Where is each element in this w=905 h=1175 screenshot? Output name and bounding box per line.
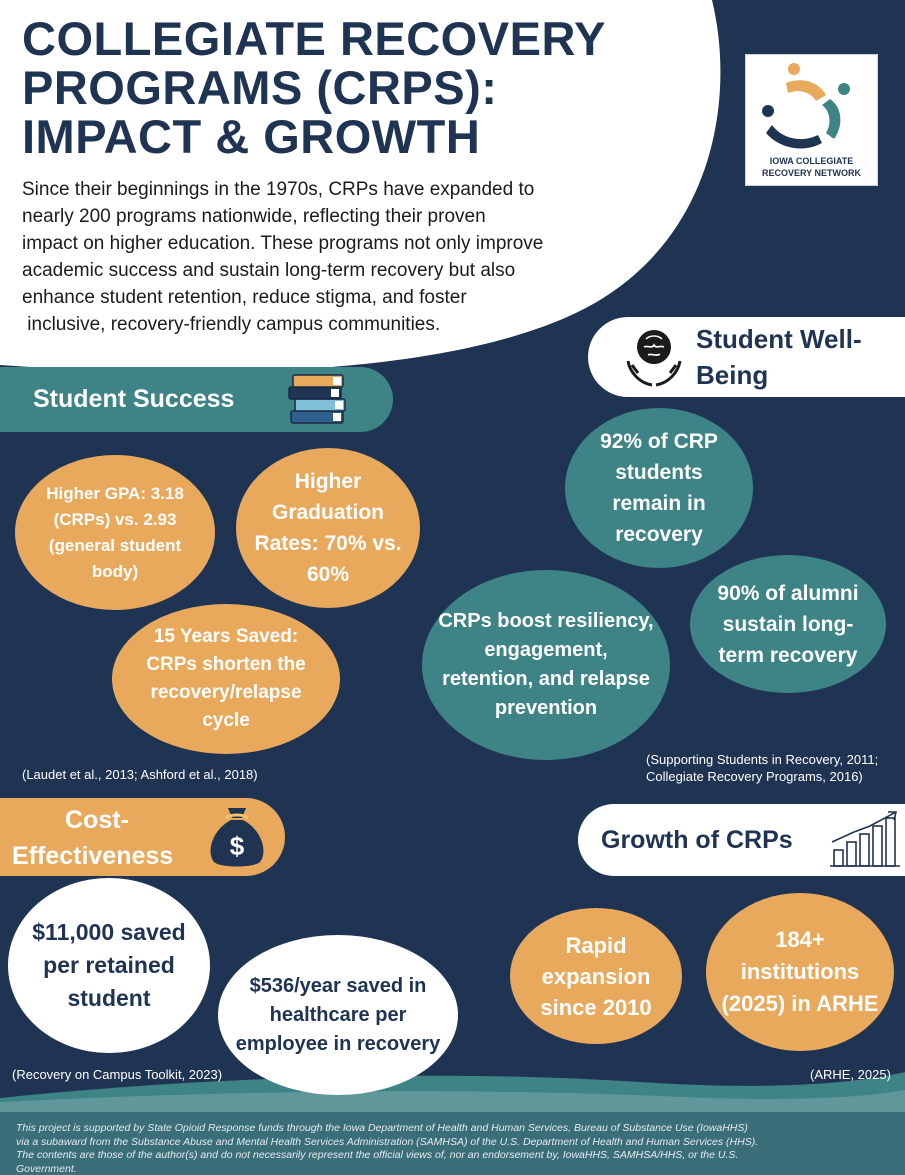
growth-chart-icon (830, 811, 900, 867)
logo-figures-icon (762, 63, 850, 149)
stat-circle-graduation: Higher Graduation Rates: 70% vs. 60% (236, 448, 420, 608)
funding-disclaimer: This project is supported by State Opioi… (16, 1122, 896, 1175)
intro-line: impact on higher education. These progra… (22, 233, 544, 254)
citation-line: Collegiate Recovery Programs, 2016) (646, 769, 863, 784)
stat-circle-years-saved: 15 Years Saved: CRPs shorten the recover… (112, 604, 340, 754)
stat-circle-remain-recovery: 92% of CRP students remain in recovery (565, 408, 753, 568)
section-heading-text: Growth of CRPs (601, 825, 793, 854)
logo-line: RECOVERY NETWORK (761, 168, 861, 178)
cost-effectiveness-heading: Cost- Effectiveness $ (0, 798, 285, 876)
stat-text: $536/year saved in healthcare per employ… (235, 974, 441, 1055)
title-line: PROGRAMS (CRPS): (22, 61, 498, 114)
books-icon (288, 374, 346, 424)
section-heading-text: Student Well- Being (696, 321, 862, 393)
stat-text: Higher Graduation Rates: 70% vs. 60% (254, 470, 402, 586)
footer-line: via a subaward from the Substance Abuse … (16, 1135, 759, 1148)
stat-circle-resiliency: CRPs boost resiliency, engagement, reten… (422, 570, 670, 760)
heading-line: Being (696, 360, 769, 390)
student-wellbeing-heading: Student Well- Being (588, 317, 905, 397)
footer-band (0, 1112, 905, 1175)
intro-line: nearly 200 programs nationwide, reflecti… (22, 206, 486, 227)
logo-text: IOWA COLLEGIATE RECOVERY NETWORK (746, 155, 877, 179)
intro-paragraph: Since their beginnings in the 1970s, CRP… (22, 176, 632, 338)
intro-line: inclusive, recovery-friendly campus comm… (22, 314, 441, 335)
stat-text: $11,000 saved per retained student (32, 919, 186, 1011)
heading-line: Effectiveness (12, 842, 174, 870)
section-heading-text: Cost- Effectiveness (12, 802, 173, 874)
logo-line: IOWA COLLEGIATE (769, 156, 854, 166)
money-bag-icon: $ (210, 808, 264, 867)
intro-line: enhance student retention, reduce stigma… (22, 287, 467, 308)
logo: IOWA COLLEGIATE RECOVERY NETWORK (745, 54, 878, 186)
stat-text: Rapid expansion since 2010 (540, 932, 652, 1020)
stat-circle-rapid-expansion: Rapid expansion since 2010 (510, 908, 682, 1044)
stat-text: Higher GPA: 3.18 (CRPs) vs. 2.93 (genera… (46, 483, 184, 581)
brain-in-hands-icon (626, 330, 682, 387)
stat-text: 15 Years Saved: CRPs shorten the recover… (146, 626, 306, 731)
footer-line: Government. (16, 1162, 77, 1175)
stat-circle-retained-student: $11,000 saved per retained student (8, 878, 210, 1053)
stat-circle-healthcare: $536/year saved in healthcare per employ… (218, 935, 458, 1095)
footer-line: The contents are those of the author(s) … (16, 1149, 739, 1161)
growth-heading: Growth of CRPs (578, 804, 905, 876)
stat-text: 184+ institutions (2025) in ARHE (721, 927, 879, 1016)
page-title: COLLEGIATE RECOVERY PROGRAMS (CRPS): IMP… (22, 14, 642, 161)
citation: (Laudet et al., 2013; Ashford et al., 20… (22, 767, 258, 782)
heading-line: Student Well- (696, 324, 862, 354)
citation: (Supporting Students in Recovery, 2011; … (646, 751, 878, 785)
stat-circle-institutions: 184+ institutions (2025) in ARHE (706, 893, 894, 1051)
stat-text: 90% of alumni sustain long-term recovery (717, 581, 859, 667)
title-line: IMPACT & GROWTH (22, 110, 481, 163)
citation: (Recovery on Campus Toolkit, 2023) (12, 1067, 223, 1082)
svg-text:$: $ (230, 831, 245, 861)
citation-line: (Supporting Students in Recovery, 2011; (646, 752, 879, 767)
heading-line: Cost- (65, 806, 129, 834)
footer-line: This project is supported by State Opioi… (16, 1122, 748, 1134)
stat-text: CRPs boost resiliency, engagement, reten… (438, 610, 654, 719)
stat-circle-gpa: Higher GPA: 3.18 (CRPs) vs. 2.93 (genera… (15, 455, 215, 610)
student-success-heading: Student Success (0, 367, 393, 432)
title-line: COLLEGIATE RECOVERY (22, 12, 606, 65)
white-header-blob (0, 0, 721, 373)
section-heading-text: Student Success (33, 385, 235, 413)
citation: (ARHE, 2025) (810, 1067, 891, 1082)
stat-text: 92% of CRP students remain in recovery (600, 430, 718, 546)
stat-circle-alumni: 90% of alumni sustain long-term recovery (690, 555, 886, 693)
intro-line: Since their beginnings in the 1970s, CRP… (22, 179, 535, 200)
intro-line: academic success and sustain long-term r… (22, 260, 516, 281)
